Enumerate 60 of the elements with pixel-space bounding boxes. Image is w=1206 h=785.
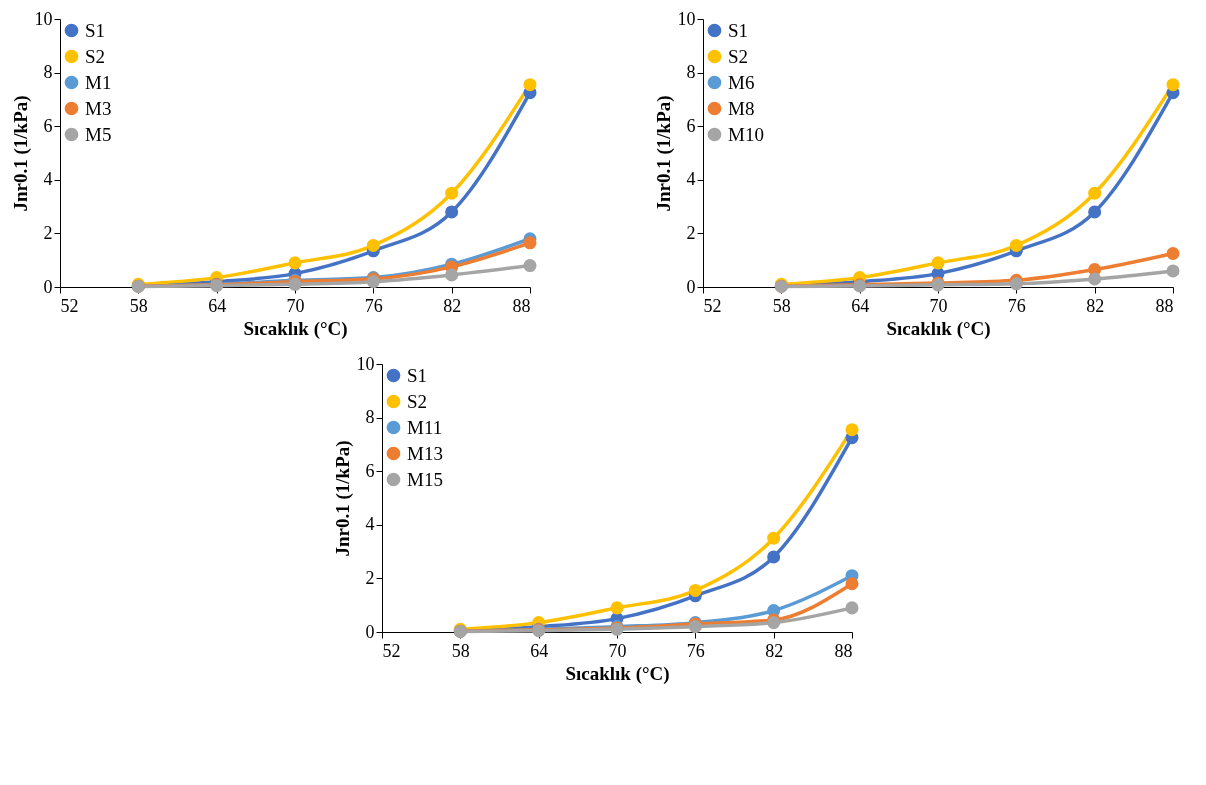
legend-label: M1: [85, 71, 112, 93]
x-tick-label: 88: [512, 295, 531, 316]
legend-label: S1: [728, 19, 749, 41]
y-tick-label: 2: [365, 567, 374, 588]
x-tick-label: 52: [703, 295, 722, 316]
x-tick-label: 70: [608, 640, 626, 661]
y-tick-label: 4: [365, 514, 374, 535]
x-tick-label: 76: [1007, 295, 1026, 316]
y-tick-label: 4: [43, 169, 53, 190]
y-tick-label: 6: [686, 115, 696, 136]
legend-label: S2: [85, 45, 106, 67]
x-tick-label: 82: [443, 295, 462, 316]
x-tick-label: 88: [1155, 295, 1174, 316]
legend-label: S2: [406, 390, 427, 412]
x-tick-label: 52: [60, 295, 79, 316]
x-tick-label: 58: [129, 295, 148, 316]
y-tick-label: 6: [365, 460, 374, 481]
x-tick-label: 82: [1086, 295, 1105, 316]
x-tick-label: 64: [529, 640, 548, 661]
y-tick-label: 2: [686, 222, 696, 243]
x-tick-label: 70: [286, 295, 305, 316]
x-tick-label: 64: [851, 295, 870, 316]
legend-label: M5: [85, 123, 112, 145]
x-tick-label: 70: [929, 295, 948, 316]
y-tick-label: 4: [686, 169, 696, 190]
legend-label: M8: [728, 97, 755, 119]
x-tick-label: 82: [764, 640, 783, 661]
x-tick-label: 52: [382, 640, 400, 661]
legend-label: M11: [406, 416, 442, 438]
legend-label: S1: [85, 19, 106, 41]
y-tick-label: 0: [365, 621, 374, 642]
x-axis-title: Sıcaklık (°C): [564, 662, 670, 685]
y-tick-label: 0: [686, 276, 696, 297]
legend-label: M10: [728, 123, 764, 145]
x-tick-label: 58: [772, 295, 791, 316]
x-axis-title: Sıcaklık (°C): [886, 317, 991, 340]
x-tick-label: 64: [208, 295, 227, 316]
legend-label: S2: [728, 45, 749, 67]
y-tick-label: 0: [43, 276, 53, 297]
legend-label: S1: [406, 364, 427, 386]
y-tick-label: 10: [34, 8, 53, 29]
y-tick-label: 10: [356, 353, 374, 374]
y-tick-label: 6: [43, 115, 53, 136]
y-axis-title: Jnr0.1 (1/kPa): [331, 440, 353, 557]
y-axis-title: Jnr0.1 (1/kPa): [9, 95, 32, 212]
x-tick-label: 76: [686, 640, 705, 661]
legend-label: M15: [406, 468, 443, 490]
x-axis-title: Sıcaklık (°C): [243, 317, 348, 340]
y-tick-label: 10: [677, 8, 696, 29]
x-tick-label: 76: [364, 295, 383, 316]
x-tick-label: 58: [451, 640, 470, 661]
x-tick-label: 88: [834, 640, 852, 661]
y-tick-label: 2: [43, 222, 53, 243]
legend-label: M6: [728, 71, 755, 93]
y-tick-label: 8: [43, 62, 53, 83]
y-tick-label: 8: [365, 407, 374, 428]
legend-label: M3: [85, 97, 112, 119]
legend-label: M13: [406, 442, 443, 464]
y-axis-title: Jnr0.1 (1/kPa): [652, 95, 675, 212]
y-tick-label: 8: [686, 62, 696, 83]
